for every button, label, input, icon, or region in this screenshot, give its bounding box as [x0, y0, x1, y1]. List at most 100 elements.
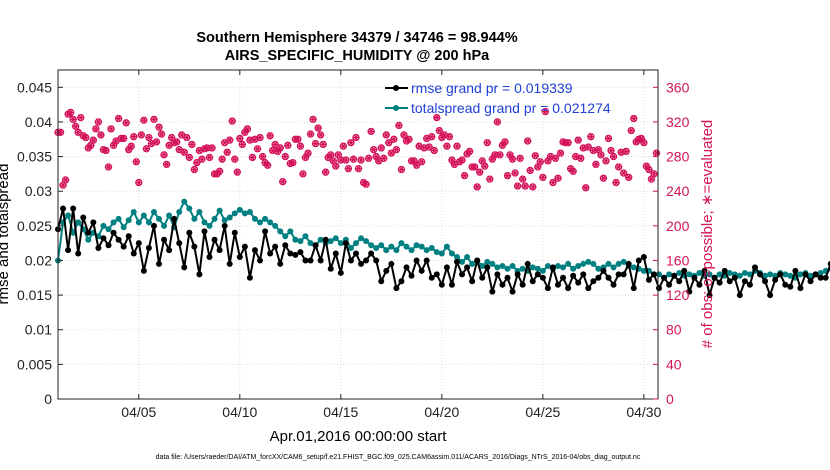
totalspread-point: [65, 212, 72, 219]
obs-star-stroke: [487, 175, 493, 183]
rmse-point: [267, 250, 274, 257]
obs-evaluated-marker: [309, 115, 317, 123]
rmse-point: [181, 264, 188, 271]
rmse-point: [534, 271, 541, 278]
totalspread-point: [236, 206, 243, 213]
rmse-point: [201, 228, 208, 235]
obs-evaluated-marker: [481, 162, 489, 170]
obs-star-stroke: [78, 114, 84, 122]
obs-evaluated-marker: [516, 154, 524, 162]
rmse-point: [383, 267, 390, 274]
rmse-point: [772, 276, 779, 283]
obs-evaluated-marker: [420, 144, 428, 152]
obs-evaluated-marker: [365, 154, 373, 162]
obs-star-stroke: [484, 139, 490, 147]
series-lines: [55, 198, 830, 299]
y-tick-label-left: 0: [44, 391, 52, 407]
totalspread-point: [186, 205, 193, 212]
rmse-point: [413, 257, 420, 264]
obs-evaluated-marker: [526, 166, 534, 174]
obs-star-stroke: [520, 175, 526, 183]
obs-evaluated-marker: [602, 157, 610, 165]
obs-star-stroke: [96, 118, 101, 126]
y-ticks-left: 0 0.005 0.01 0.015 0.02 0.025 0.03 0.035 0.04 0.0…: [17, 79, 63, 407]
obs-evaluated-marker: [521, 182, 529, 190]
obs-evaluated-marker: [258, 153, 267, 161]
rmse-point: [736, 292, 743, 299]
obs-star-stroke: [245, 125, 250, 133]
rmse-point: [782, 281, 789, 288]
obs-evaluated-marker: [339, 142, 347, 150]
totalspread-point: [565, 260, 572, 267]
obs-evaluated-marker: [314, 124, 322, 132]
obs-star-stroke: [277, 144, 283, 152]
obs-star-stroke: [239, 141, 245, 148]
obs-star-stroke: [58, 128, 63, 136]
obs-evaluated-marker: [352, 134, 360, 141]
obs-star-stroke: [315, 124, 321, 132]
rmse-point: [388, 260, 395, 267]
obs-evaluated-marker: [155, 123, 163, 131]
totalspread-point: [590, 260, 597, 267]
obs-evaluated-marker: [332, 162, 340, 170]
rmse-point: [85, 229, 92, 236]
totalspread-point: [383, 247, 390, 254]
obs-star-stroke: [98, 131, 104, 139]
obs-evaluated-marker: [503, 172, 512, 180]
obs-evaluated-marker: [405, 135, 413, 143]
totalspread-point: [464, 254, 471, 261]
obs-evaluated-marker: [104, 163, 113, 171]
obs-evaluated-marker: [135, 179, 143, 186]
obs-star-stroke: [507, 151, 513, 159]
obs-evaluated-marker: [165, 141, 173, 149]
rmse-point: [216, 247, 223, 254]
obs-star-stroke: [260, 153, 265, 161]
obs-star-stroke: [131, 133, 137, 141]
totalspread-point: [70, 229, 77, 236]
obs-star-stroke: [596, 146, 601, 154]
obs-star-stroke: [573, 153, 579, 161]
legend-rmse-label: rmse grand pr = 0.019339: [411, 80, 573, 96]
obs-star-stroke: [323, 168, 329, 176]
rmse-point: [459, 271, 466, 278]
rmse-point: [544, 285, 551, 292]
totalspread-point: [145, 219, 152, 226]
obs-evaluated-marker: [296, 142, 305, 150]
obs-evaluated-marker: [183, 134, 191, 141]
obs-star-stroke: [606, 134, 611, 142]
totalspread-point: [251, 215, 258, 222]
obs-star-stroke: [431, 147, 437, 154]
obs-star-stroke: [252, 135, 258, 143]
obs-evaluated-marker: [612, 179, 620, 186]
obs-star-stroke: [378, 144, 384, 152]
obs-star-stroke: [593, 160, 599, 168]
obs-evaluated-marker: [466, 147, 474, 155]
obs-star-stroke: [128, 142, 134, 150]
totalspread-point: [817, 269, 824, 276]
rmse-point: [332, 250, 339, 257]
totalspread-point: [181, 198, 188, 205]
obs-star-stroke: [144, 145, 149, 153]
totalspread-point: [105, 226, 112, 233]
rmse-point: [494, 271, 501, 278]
obs-star-stroke: [462, 172, 467, 180]
obs-star-stroke: [133, 158, 139, 166]
totalspread-point: [140, 212, 147, 219]
obs-star-stroke: [154, 138, 159, 146]
rmse-point: [135, 240, 142, 247]
obs-star-stroke: [651, 170, 657, 178]
totalspread-point: [241, 210, 248, 217]
obs-evaluated-marker: [306, 130, 315, 138]
obs-star-stroke: [568, 165, 573, 173]
obs-star-stroke: [156, 123, 162, 131]
rmse-point: [191, 243, 198, 250]
obs-star-stroke: [371, 146, 377, 154]
obs-star-stroke: [381, 154, 387, 162]
totalspread-point: [282, 233, 289, 240]
obs-star-stroke: [343, 156, 349, 164]
obs-evaluated-marker: [609, 153, 618, 161]
obs-evaluated-marker: [221, 139, 229, 147]
totalspread-point: [499, 263, 506, 270]
obs-star-stroke: [358, 156, 364, 164]
obs-evaluated-marker: [390, 135, 398, 143]
